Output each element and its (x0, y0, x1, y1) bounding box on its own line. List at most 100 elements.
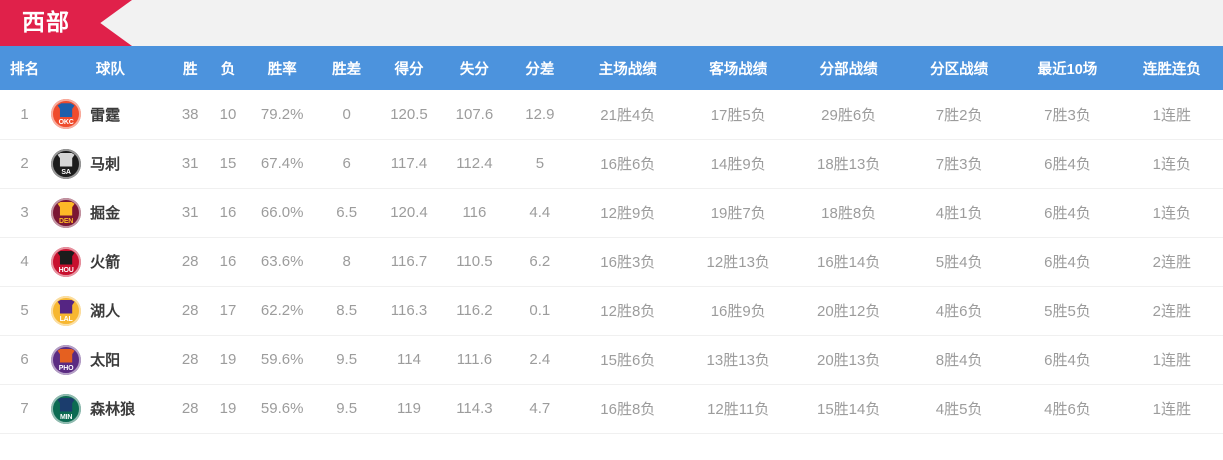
cell-w: 38 (171, 90, 209, 140)
logo-ring (51, 295, 82, 326)
cell-div: 29胜6负 (793, 90, 904, 140)
column-header-pa[interactable]: 失分 (441, 46, 508, 90)
column-header-w[interactable]: 胜 (171, 46, 209, 90)
cell-away: 12胜13负 (683, 237, 794, 287)
column-header-gb[interactable]: 胜差 (316, 46, 377, 90)
tab-west-conference[interactable]: 西部 (0, 0, 132, 46)
table-body: 1 OKC 雷霆 38 10 79.2% 0 120.5 107.6 12.9 21胜4负 17胜5负… (0, 90, 1223, 434)
team-name: 森林狼 (90, 401, 136, 418)
team-logo-icon: MIN (51, 393, 82, 424)
column-header-pf[interactable]: 得分 (376, 46, 442, 90)
column-header-last10[interactable]: 最近10场 (1014, 46, 1121, 90)
cell-w: 31 (171, 139, 209, 189)
cell-streak: 1连胜 (1120, 384, 1223, 434)
rank-number: 2 (0, 139, 50, 189)
cell-diff: 6.2 (507, 237, 573, 287)
cell-l: 10 (208, 90, 248, 140)
cell-pct: 62.2% (247, 286, 317, 336)
cell-div: 18胜13负 (793, 139, 904, 189)
team-cell[interactable]: LAL 湖人 (49, 286, 172, 336)
logo-ring (51, 246, 82, 277)
cell-w: 28 (171, 237, 209, 287)
team-cell[interactable]: MIN 森林狼 (49, 384, 172, 434)
cell-gb: 0 (316, 90, 377, 140)
cell-home: 16胜8负 (572, 384, 684, 434)
team-cell[interactable]: SA 马刺 (49, 139, 172, 189)
cell-streak: 1连负 (1120, 188, 1223, 238)
cell-l: 16 (208, 188, 248, 238)
cell-pf: 114 (376, 335, 442, 385)
header-row: 排名 球队胜负胜率 胜差 得分 失分 分差 主场战绩 客场战绩 分部战绩 分区战绩 最近10场 连胜连… (0, 46, 1223, 90)
cell-pa: 107.6 (441, 90, 508, 140)
cell-conf: 4胜5负 (903, 384, 1015, 434)
cell-pct: 67.4% (247, 139, 317, 189)
column-header-streak[interactable]: 连胜连负 (1120, 46, 1223, 90)
cell-pct: 79.2% (247, 90, 317, 140)
cell-away: 17胜5负 (683, 90, 794, 140)
table-row[interactable]: 2 SA 马刺 31 15 67.4% 6 117.4 112.4 5 16胜6负 14胜9负 18胜1… (0, 139, 1223, 189)
table-row[interactable]: 4 HOU 火箭 28 16 63.6% 8 116.7 110.5 6.2 16胜3负 12胜13负… (0, 237, 1223, 287)
rank-number: 3 (0, 188, 50, 238)
table-row[interactable]: 5 LAL 湖人 28 17 62.2% 8.5 116.3 116.2 0.1 12胜8负 16胜9… (0, 286, 1223, 336)
table-row[interactable]: 7 MIN 森林狼 28 19 59.6% 9.5 119 114.3 4.7 16胜8负 12胜11… (0, 384, 1223, 434)
cell-gb: 9.5 (316, 335, 377, 385)
cell-last10: 6胜4负 (1014, 139, 1121, 189)
cell-diff: 12.9 (507, 90, 573, 140)
cell-div: 20胜13负 (793, 335, 904, 385)
table-row[interactable]: 3 DEN 掘金 31 16 66.0% 6.5 120.4 116 4.4 12胜9负 19胜7负 1… (0, 188, 1223, 238)
column-header-pct[interactable]: 胜率 (247, 46, 317, 90)
column-header-team[interactable]: 球队 (49, 46, 172, 90)
cell-l: 19 (208, 384, 248, 434)
cell-diff: 5 (507, 139, 573, 189)
team-logo-icon: LAL (51, 295, 82, 326)
cell-gb: 6 (316, 139, 377, 189)
cell-pf: 120.5 (376, 90, 442, 140)
column-header-conf[interactable]: 分区战绩 (903, 46, 1015, 90)
team-cell[interactable]: HOU 火箭 (49, 237, 172, 287)
cell-gb: 6.5 (316, 188, 377, 238)
cell-away: 13胜13负 (683, 335, 794, 385)
column-header-home[interactable]: 主场战绩 (572, 46, 684, 90)
cell-pct: 63.6% (247, 237, 317, 287)
cell-diff: 2.4 (507, 335, 573, 385)
column-header-div[interactable]: 分部战绩 (793, 46, 904, 90)
cell-pf: 116.3 (376, 286, 442, 336)
team-cell[interactable]: OKC 雷霆 (49, 90, 172, 140)
logo-ring (51, 197, 82, 228)
cell-div: 15胜14负 (793, 384, 904, 434)
cell-away: 12胜11负 (683, 384, 794, 434)
standings-table: 排名 球队胜负胜率 胜差 得分 失分 分差 主场战绩 客场战绩 分部战绩 分区战绩 最近10场 连胜连… (0, 46, 1223, 434)
cell-conf: 7胜2负 (903, 90, 1015, 140)
cell-pa: 116.2 (441, 286, 508, 336)
cell-pa: 110.5 (441, 237, 508, 287)
team-cell[interactable]: DEN 掘金 (49, 188, 172, 238)
cell-l: 17 (208, 286, 248, 336)
cell-diff: 4.4 (507, 188, 573, 238)
rank-number: 1 (0, 90, 50, 140)
column-header-rank[interactable]: 排名 (0, 46, 50, 90)
team-wrapper: OKC 雷霆 (49, 99, 172, 130)
logo-ring (51, 344, 82, 375)
cell-l: 15 (208, 139, 248, 189)
cell-div: 20胜12负 (793, 286, 904, 336)
cell-pa: 111.6 (441, 335, 508, 385)
rank-number: 4 (0, 237, 50, 287)
table-row[interactable]: 6 PHO 太阳 28 19 59.6% 9.5 114 111.6 2.4 15胜6负 13胜13负… (0, 335, 1223, 385)
team-logo-icon: PHO (51, 344, 82, 375)
column-header-l[interactable]: 负 (208, 46, 248, 90)
team-cell[interactable]: PHO 太阳 (49, 335, 172, 385)
cell-last10: 4胜6负 (1014, 384, 1121, 434)
team-wrapper: DEN 掘金 (49, 197, 172, 228)
logo-ring (51, 393, 82, 424)
cell-home: 16胜3负 (572, 237, 684, 287)
cell-conf: 4胜6负 (903, 286, 1015, 336)
table-row[interactable]: 1 OKC 雷霆 38 10 79.2% 0 120.5 107.6 12.9 21胜4负 17胜5负… (0, 90, 1223, 140)
cell-pct: 59.6% (247, 384, 317, 434)
cell-pa: 114.3 (441, 384, 508, 434)
cell-pf: 119 (376, 384, 442, 434)
column-header-away[interactable]: 客场战绩 (683, 46, 794, 90)
column-header-diff[interactable]: 分差 (507, 46, 573, 90)
cell-diff: 4.7 (507, 384, 573, 434)
cell-pf: 120.4 (376, 188, 442, 238)
